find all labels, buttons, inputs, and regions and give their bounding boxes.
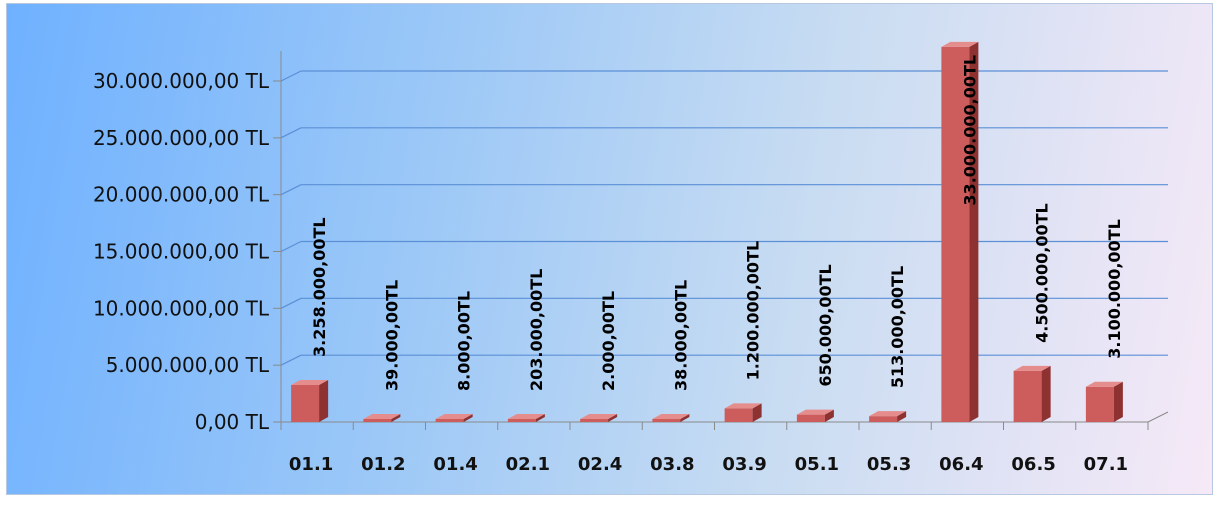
bar-top [291, 379, 329, 385]
bar-front [1013, 370, 1042, 422]
bar-side [391, 414, 401, 422]
bar-front [869, 416, 898, 422]
bar-top [1085, 381, 1123, 387]
x-category-label: 02.1 [506, 454, 550, 475]
bar-front [291, 384, 320, 422]
bar-02.1 [507, 414, 545, 422]
data-labels: 3.258.000,00TL 39.000,00TL 8.000,00TL 203.0… [310, 55, 1124, 391]
bar-side [319, 379, 329, 422]
gridline-connector [280, 70, 302, 82]
bar-side [752, 403, 762, 422]
bar-side [463, 414, 473, 422]
bar-01.4 [435, 414, 473, 422]
bar-front [724, 408, 753, 422]
bar-front [580, 419, 609, 422]
axes [273, 51, 1169, 430]
chart-frame: 0,00 TL 5.000.000,00 TL 10.000.000,00 TL 15… [6, 3, 1213, 495]
bar-top [1013, 365, 1051, 371]
y-tick-label: 20.000.000,00 TL [93, 183, 270, 207]
bar-01.1 [291, 379, 329, 422]
bar-01.2 [363, 414, 401, 422]
y-tick-label: 30.000.000,00 TL [93, 69, 270, 93]
bar-02.4 [580, 414, 618, 422]
x-category-label: 03.8 [650, 454, 694, 475]
data-label: 3.258.000,00TL [310, 217, 329, 357]
bar-top [435, 414, 473, 419]
x-category-label: 06.4 [939, 454, 983, 475]
y-axis-tick-labels: 0,00 TL 5.000.000,00 TL 10.000.000,00 TL 15… [93, 69, 270, 434]
data-label: 4.500.000,00TL [1033, 203, 1052, 343]
bar-05.3 [869, 411, 907, 422]
gridline-connector [280, 354, 302, 366]
bar-03.9 [724, 403, 762, 422]
bars [291, 41, 1123, 423]
data-label: 203.000,00TL [527, 269, 546, 391]
x-category-label: 05.1 [795, 454, 839, 475]
bar-06.5 [1013, 365, 1051, 422]
bar-front [363, 419, 392, 422]
x-category-label: 01.4 [433, 454, 477, 475]
data-label: 8.000,00TL [455, 291, 474, 391]
y-tick-label: 0,00 TL [195, 410, 270, 434]
bar-side [1041, 365, 1051, 422]
bar-front [1085, 386, 1114, 422]
x-category-label: 06.5 [1011, 454, 1055, 475]
x-category-label: 03.9 [722, 454, 766, 475]
gridline-connector [280, 127, 302, 139]
gridline-connector [280, 184, 302, 196]
bar-05.1 [796, 409, 834, 422]
bar-side [897, 411, 907, 422]
data-label: 2.000,00TL [599, 291, 618, 391]
data-label: 1.200.000,00TL [744, 241, 763, 381]
bar-07.1 [1085, 381, 1123, 422]
gridline-connector [280, 297, 302, 309]
bar-top [363, 414, 401, 419]
y-tick-label: 10.000.000,00 TL [93, 296, 270, 320]
bar-front [507, 419, 536, 422]
bar-side [535, 414, 545, 422]
x-axis-category-labels: 01.1 01.2 01.4 02.1 02.4 03.8 03.9 05.1 05.3 06.4… [289, 454, 1128, 475]
bar-side [680, 414, 690, 422]
y-tick-label: 15.000.000,00 TL [93, 240, 270, 264]
bar-top [869, 411, 907, 417]
x-category-label: 01.1 [289, 454, 333, 475]
x-category-label: 01.2 [361, 454, 405, 475]
bar-top [941, 41, 979, 47]
bar-chart: 0,00 TL 5.000.000,00 TL 10.000.000,00 TL 15… [93, 41, 1169, 475]
data-label: 650.000,00TL [816, 264, 835, 386]
data-label: 513.000,00TL [888, 266, 907, 388]
x-category-label: 02.4 [578, 454, 622, 475]
bar-top [580, 414, 618, 419]
gridlines [280, 70, 1168, 366]
bar-side [969, 41, 979, 423]
y-tick-label: 25.000.000,00 TL [93, 126, 270, 150]
bar-front [652, 419, 681, 422]
bar-top [796, 409, 834, 415]
bar-side [824, 409, 834, 422]
bar-side [608, 414, 618, 422]
bar-top [652, 414, 690, 419]
bar-top [507, 414, 545, 419]
bar-06.4 [941, 41, 979, 423]
bar-front [435, 419, 464, 422]
bar-side [1113, 381, 1123, 422]
data-label: 38.000,00TL [671, 280, 690, 391]
bar-03.8 [652, 414, 690, 422]
bar-top [724, 403, 762, 409]
bar-front [796, 414, 825, 422]
x-category-label: 05.3 [867, 454, 911, 475]
gridline-connector [280, 240, 302, 253]
data-label: 39.000,00TL [382, 280, 401, 391]
y-tick-label: 5.000.000,00 TL [106, 353, 270, 377]
x-category-label: 07.1 [1084, 454, 1128, 475]
data-label: 3.100.000,00TL [1105, 219, 1124, 359]
floor-edge [1147, 411, 1169, 423]
bar-front [941, 46, 970, 423]
data-label: 33.000.000,00TL [960, 55, 979, 206]
